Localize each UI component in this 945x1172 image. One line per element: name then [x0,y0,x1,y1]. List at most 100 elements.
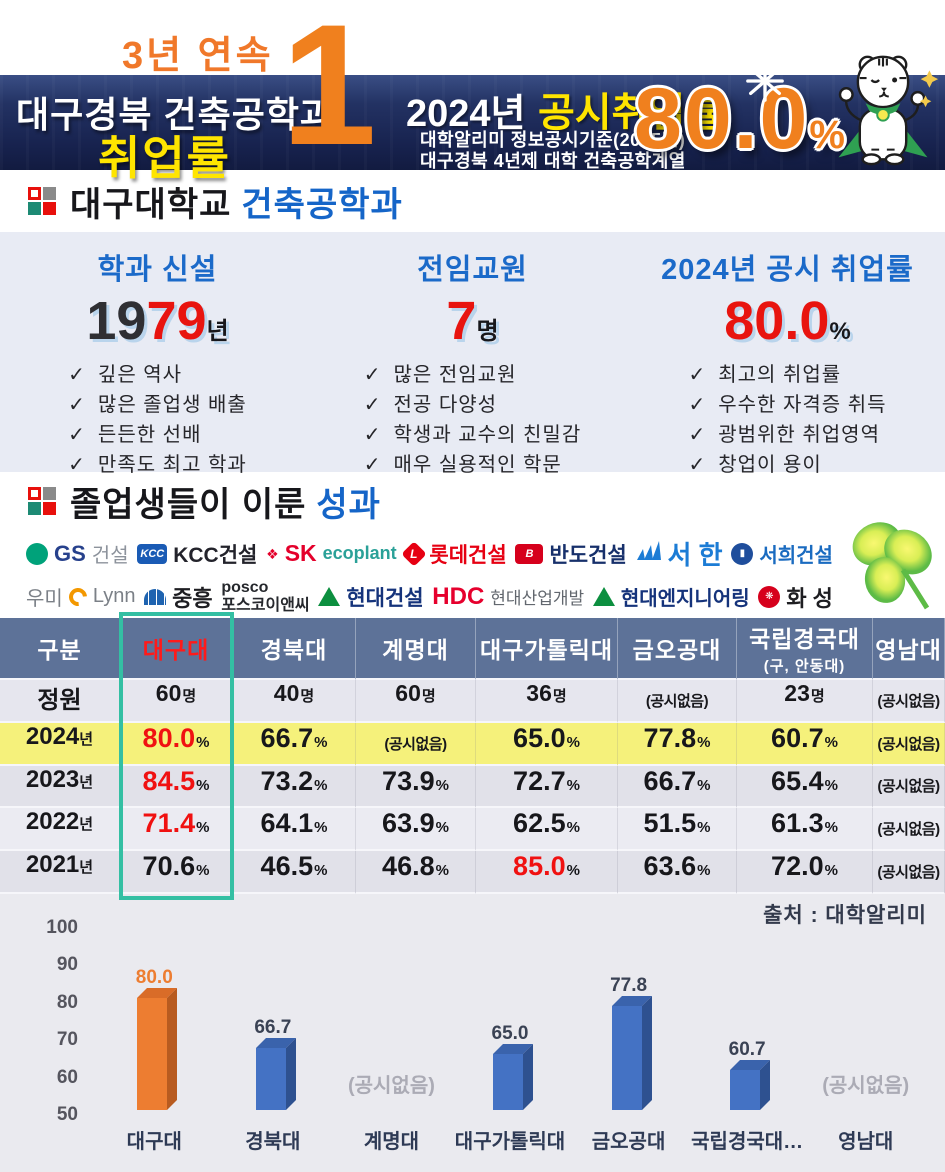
banner-subtitle: 취업률 [98,132,231,184]
logo-text: SK [284,540,317,566]
hyundai-triangle-icon [592,587,615,606]
table-cell: 64.1% [233,808,356,852]
x-axis-label: 계명대 [363,1131,420,1153]
x-axis-label: 영남대 [838,1131,894,1153]
hyundai-triangle-icon [318,587,341,606]
table-cell: (공시없음) [873,808,945,852]
bar-value-label: 77.8 [610,975,648,996]
logo-jungheung: 중흥 [144,581,213,613]
logo-lotte: L 롯데건설 [401,539,507,569]
x-axis-label: 경북대 [245,1131,301,1153]
banner-rate-heading: 2024년 공시취업률 [406,80,722,138]
table-cell: 77.8% [618,722,737,766]
gs-swirl-icon [26,542,48,565]
logo-text: posco 포스코이앤씨 [221,578,310,614]
table-cell: 73.9% [356,765,476,809]
seohan-waves-icon [636,541,662,566]
list-item: ✓ 매우 실용적인 학문 [363,454,562,476]
check-icon: ✓ [363,394,382,416]
banner-big-rate: 80.0% [634,71,847,167]
department-stats-panel: 학과 신설 1979년 ✓ 깊은 역사 ✓ 많은 졸업생 배출 ✓ 든든한 선배 ✓ 만… [0,232,945,476]
stat-employment-value: 80.0% [724,291,851,351]
logo-text: ecoplant [322,543,397,563]
logo-row-1: GS 건설 KCC KCC건설 ❖ SK ecoplant L 롯데건설 B 반도건설 서 한 ▮ 서희건… [26,534,833,574]
table-cell: 72.7% [476,765,618,809]
logo-text: 서희건설 [759,545,833,567]
logo-sk-ecoplant: ❖ SK ecoplant [266,540,397,567]
employment-table: 구분 대구대 경북대 계명대 대구가톨릭대 금오공대 국립경국대 (구, 안동대) 영남대 정원 6… [0,618,945,894]
table-cell: 70.6% [120,851,233,894]
bar-대구가톨릭대 [493,1044,533,1115]
check-icon: ✓ [68,424,86,446]
squares-bullet-icon [28,187,56,215]
table-cell: (공시없음) [356,722,476,766]
logo-text: GS [54,540,86,566]
achievements-section-header: 졸업생들이 이룬 성과 [0,472,945,530]
table-cell: (공시없음) [873,765,945,809]
rank-number: 1 [281,0,377,181]
logo-text: Lynn [92,585,136,607]
y-axis-tick: 80 [56,991,78,1013]
bar-value-label: 66.7 [254,1017,292,1038]
bar-경북대 [255,1038,296,1115]
department-section-title: 대구대학교 건축공학과 [70,185,403,224]
check-icon: ✓ [688,394,707,416]
bar-대구대 [137,988,178,1115]
department-section-header: 대구대학교 건축공학과 [0,170,945,232]
x-axis-label: 국립경국대… [691,1131,804,1153]
bar-금오공대 [611,996,652,1115]
table-cell: 85.0% [476,851,618,894]
list-item: ✓ 깊은 역사 [68,364,183,386]
x-axis-label: 대구대 [126,1131,182,1153]
list-item: ✓ 최고의 취업률 [688,364,842,386]
chart-section: 출처 : 대학알리미 100 90 80 70 60 50 80.0 대구대 66.7 경북대 (공… [0,894,945,1172]
bar-국립경국대… [730,1060,771,1115]
achievements-section-title: 졸업생들이 이룬 성과 [70,485,381,524]
table-header-대구대: 대구대 [120,618,233,680]
table-header-대구가톨릭대: 대구가톨릭대 [476,618,618,680]
logo-text: 현대건설 [346,586,424,610]
stat-employment-header: 2024년 공시 취업률 [661,254,914,286]
list-item: ✓ 우수한 자격증 취득 [688,394,887,416]
stat-founded: 학과 신설 1979년 ✓ 깊은 역사 ✓ 많은 졸업생 배출 ✓ 든든한 선배 ✓ 만… [0,246,315,476]
check-icon: ✓ [688,364,707,386]
table-cell: 46.8% [356,851,476,894]
table-cell: 80.0% [120,722,233,766]
list-item: ✓ 많은 전임교원 [363,364,517,386]
check-icon: ✓ [363,424,382,446]
logo-woomi-lynn: 우미 Lynn [26,582,135,611]
logo-hyundai-eng: 현대엔지니어링 [592,582,750,611]
table-cell: 71.4% [120,808,233,852]
logo-row-2: 우미 Lynn 중흥 posco 포스코이앤씨 현대건설 HDC 현대산업개발 현대엔지니어링 ❋… [26,577,833,617]
y-axis-tick: 60 [56,1066,78,1088]
table-cell: 40 명 [233,680,356,723]
logo-text: 서 한 [667,540,723,570]
logo-text: 현대산업개발 [490,589,585,608]
table-cell: 73.2% [233,765,356,809]
stat-faculty-header: 전임교원 [417,254,528,286]
employment-bar-chart: 100 90 80 70 60 50 80.0 대구대 66.7 경북대 (공시없음) 계명대 65.0… [0,894,945,1172]
check-icon: ✓ [688,424,707,446]
list-item: ✓ 학생과 교수의 친밀감 [363,424,582,446]
lotte-mark-icon: L [401,540,428,567]
bar-value-label: 60.7 [728,1039,766,1060]
logo-text: 현대엔지니어링 [620,588,750,610]
table-header-국립경국대: 국립경국대 (구, 안동대) [737,618,873,680]
bar-value-label: 65.0 [491,1023,529,1044]
logo-text: 건설 [91,545,129,567]
chart-source: 출처 : 대학알리미 [763,904,927,927]
table-header-경북대: 경북대 [233,618,356,680]
stat-employment: 2024년 공시 취업률 80.0% ✓ 최고의 취업률 ✓ 우수한 자격증 취득 … [630,246,945,476]
logo-hdc: HDC 현대산업개발 [432,583,584,611]
table-cell: 60.7% [737,722,873,766]
table-cell: 63.9% [356,808,476,852]
table-cell: 66.7% [233,722,356,766]
logo-posco-enc: posco 포스코이앤씨 [221,579,309,614]
check-icon: ✓ [68,454,86,476]
y-axis-tick: 50 [56,1104,78,1125]
list-item: ✓ 창업이 용이 [688,454,822,476]
table-cell: 65.0% [476,722,618,766]
tiger-mascot-icon [825,52,941,173]
banner-navy-band [0,75,945,170]
